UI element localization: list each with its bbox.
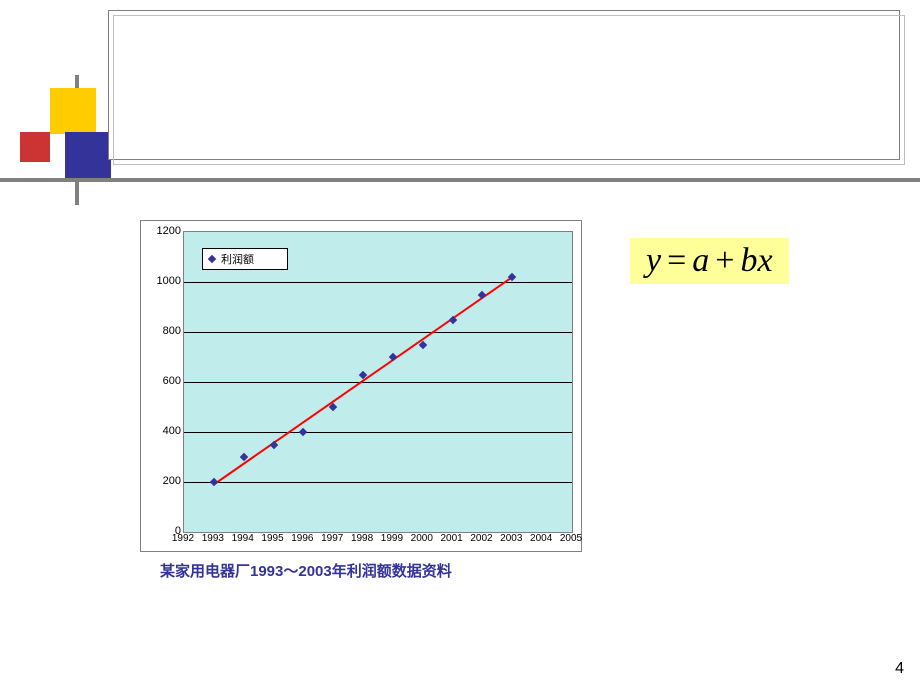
chart-plot-area: 利润额 [183,231,573,533]
x-tick-label: 2000 [411,533,433,544]
eq-bx: bx [740,242,772,279]
x-tick-label: 1998 [351,533,373,544]
gridline [184,482,572,483]
slide-number: 4 [895,660,904,678]
decor-block-yellow [50,88,96,134]
x-tick-label: 2002 [470,533,492,544]
x-tick-label: 1996 [291,533,313,544]
x-tick-label: 1995 [261,533,283,544]
chart-legend: 利润额 [202,248,288,270]
x-tick-label: 2004 [530,533,552,544]
eq-a: a [692,242,709,279]
x-tick-label: 2005 [560,533,582,544]
data-point [269,440,277,448]
data-point [389,353,397,361]
decor-block-red [20,132,50,162]
gridline [184,382,572,383]
title-frame [108,10,900,160]
data-point [419,340,427,348]
data-point [448,315,456,323]
x-tick-label: 1997 [321,533,343,544]
legend-label: 利润额 [221,251,254,267]
x-tick-label: 1994 [232,533,254,544]
y-tick-label: 800 [145,325,181,337]
legend-marker-icon [208,255,216,263]
gridline [184,282,572,283]
y-tick-label: 600 [145,375,181,387]
data-point [478,290,486,298]
y-tick-label: 200 [145,475,181,487]
decor-block-blue [65,132,111,178]
data-point [359,370,367,378]
x-tick-label: 1999 [381,533,403,544]
y-tick-label: 400 [145,425,181,437]
x-tick-label: 2003 [500,533,522,544]
y-tick-label: 1000 [145,275,181,287]
eq-y: y [646,242,661,279]
x-tick-label: 1992 [172,533,194,544]
x-tick-label: 2001 [440,533,462,544]
data-point [508,273,516,281]
data-point [210,478,218,486]
y-tick-label: 1200 [145,225,181,237]
linear-equation: y=a+bx [630,238,789,284]
x-tick-label: 1993 [202,533,224,544]
gridline [184,432,572,433]
data-point [239,453,247,461]
accent-line-horizontal [0,178,920,182]
eq-plus: + [709,242,740,279]
data-point [329,403,337,411]
profit-chart: 利润额 020040060080010001200199219931994199… [140,220,582,552]
gridline [184,332,572,333]
eq-equals: = [661,242,692,279]
data-point [299,428,307,436]
chart-caption: 某家用电器厂1993～2003年利润额数据资料 [160,560,452,581]
